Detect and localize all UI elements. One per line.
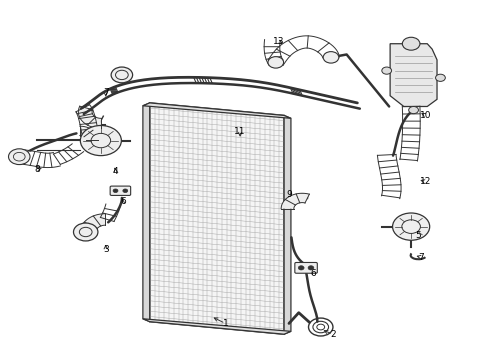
Text: 8: 8 bbox=[34, 165, 40, 174]
Text: 7: 7 bbox=[418, 253, 424, 262]
Circle shape bbox=[8, 149, 30, 165]
Text: 7: 7 bbox=[103, 87, 109, 96]
Circle shape bbox=[402, 37, 420, 50]
Polygon shape bbox=[390, 44, 437, 107]
Polygon shape bbox=[143, 319, 291, 334]
Circle shape bbox=[80, 126, 122, 156]
Text: 6: 6 bbox=[120, 197, 126, 206]
Circle shape bbox=[298, 266, 304, 270]
Polygon shape bbox=[80, 214, 105, 240]
Text: 1: 1 bbox=[222, 319, 228, 328]
Circle shape bbox=[392, 213, 430, 240]
Circle shape bbox=[436, 74, 445, 81]
Polygon shape bbox=[80, 126, 98, 140]
Circle shape bbox=[308, 266, 314, 270]
FancyBboxPatch shape bbox=[110, 186, 131, 195]
Circle shape bbox=[323, 51, 339, 63]
Polygon shape bbox=[143, 103, 291, 118]
Circle shape bbox=[74, 223, 98, 241]
FancyBboxPatch shape bbox=[295, 262, 318, 273]
Circle shape bbox=[111, 67, 133, 83]
Text: 10: 10 bbox=[420, 111, 432, 120]
Circle shape bbox=[268, 57, 284, 68]
Text: 13: 13 bbox=[273, 37, 285, 46]
Text: 9: 9 bbox=[286, 190, 292, 199]
Text: 12: 12 bbox=[420, 177, 432, 186]
Polygon shape bbox=[281, 193, 309, 209]
Polygon shape bbox=[78, 106, 101, 129]
Circle shape bbox=[123, 189, 128, 193]
Text: 3: 3 bbox=[103, 246, 109, 255]
Polygon shape bbox=[284, 116, 291, 334]
Text: 11: 11 bbox=[234, 127, 246, 136]
Text: 6: 6 bbox=[311, 269, 316, 278]
Text: 2: 2 bbox=[330, 330, 336, 339]
Text: 4: 4 bbox=[113, 167, 118, 176]
Polygon shape bbox=[150, 103, 284, 334]
Circle shape bbox=[409, 107, 418, 114]
Text: 5: 5 bbox=[416, 231, 421, 240]
Circle shape bbox=[382, 67, 392, 74]
Circle shape bbox=[113, 189, 118, 193]
Polygon shape bbox=[143, 103, 150, 321]
